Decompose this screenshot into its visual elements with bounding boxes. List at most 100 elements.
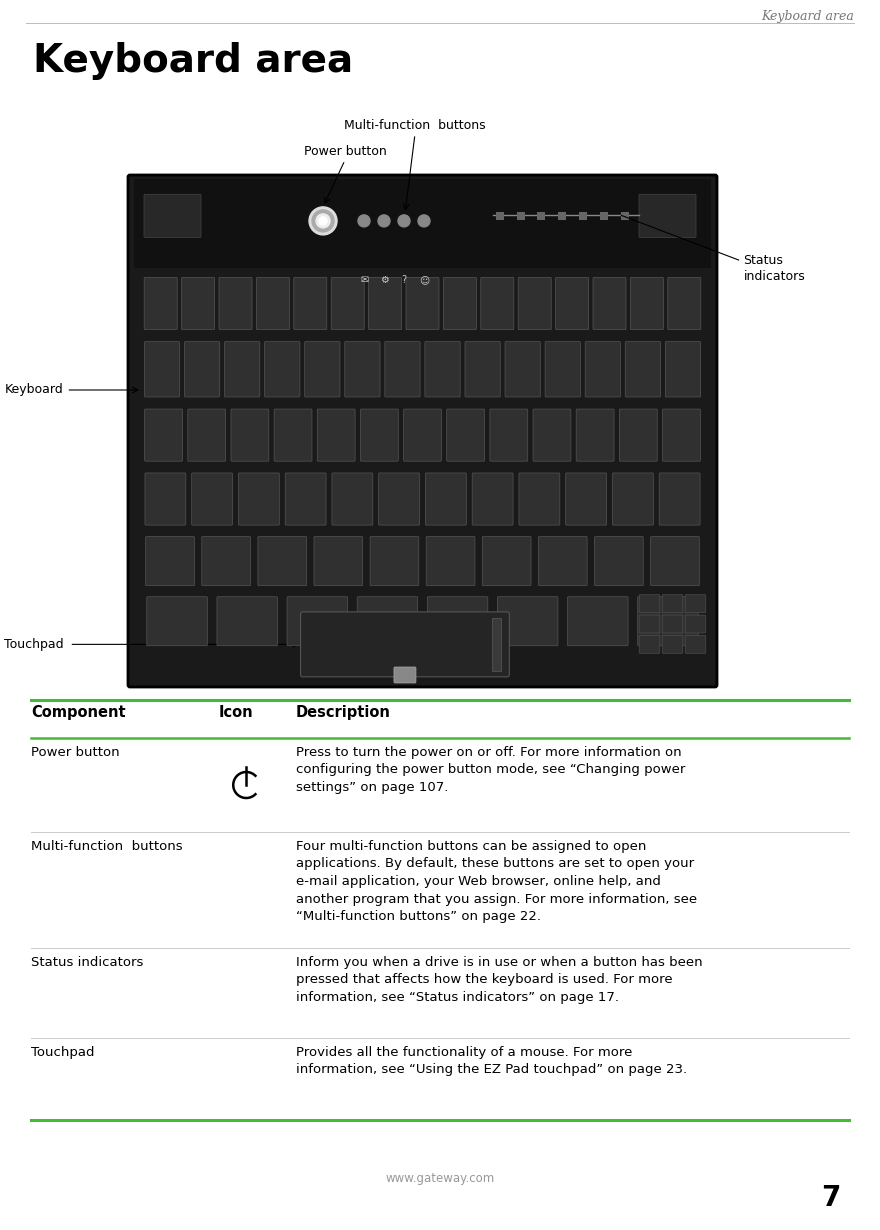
FancyBboxPatch shape [332, 474, 373, 525]
FancyBboxPatch shape [686, 595, 706, 613]
Text: Icon: Icon [218, 705, 253, 720]
FancyBboxPatch shape [686, 615, 706, 633]
FancyBboxPatch shape [630, 278, 664, 330]
FancyBboxPatch shape [217, 597, 277, 646]
Circle shape [316, 214, 330, 228]
FancyBboxPatch shape [192, 474, 232, 525]
Text: Keyboard area: Keyboard area [33, 42, 354, 80]
FancyBboxPatch shape [473, 474, 513, 525]
FancyBboxPatch shape [265, 342, 300, 397]
FancyBboxPatch shape [465, 342, 500, 397]
Bar [517, 213, 524, 220]
FancyBboxPatch shape [287, 597, 348, 646]
FancyBboxPatch shape [238, 474, 279, 525]
FancyBboxPatch shape [128, 175, 717, 688]
FancyBboxPatch shape [404, 410, 442, 461]
FancyBboxPatch shape [659, 474, 700, 525]
FancyBboxPatch shape [425, 342, 460, 397]
Circle shape [418, 215, 430, 226]
Text: ?: ? [401, 276, 407, 285]
Text: Power button: Power button [304, 145, 386, 157]
FancyBboxPatch shape [444, 278, 476, 330]
Text: Description: Description [296, 705, 391, 720]
FancyBboxPatch shape [219, 278, 252, 330]
Bar [495, 213, 503, 220]
Text: Inform you when a drive is in use or when a button has been
pressed that affects: Inform you when a drive is in use or whe… [296, 956, 702, 1004]
Text: ⚙: ⚙ [379, 276, 388, 285]
FancyBboxPatch shape [663, 615, 683, 633]
FancyBboxPatch shape [274, 410, 312, 461]
Bar [600, 213, 608, 220]
FancyBboxPatch shape [357, 597, 418, 646]
Text: Keyboard area: Keyboard area [760, 10, 854, 23]
FancyBboxPatch shape [231, 410, 268, 461]
Circle shape [312, 210, 334, 232]
Text: Touchpad: Touchpad [4, 638, 64, 651]
FancyBboxPatch shape [378, 474, 420, 525]
FancyBboxPatch shape [144, 410, 182, 461]
FancyBboxPatch shape [539, 536, 587, 585]
Text: Touchpad: Touchpad [31, 1046, 94, 1059]
FancyBboxPatch shape [595, 536, 643, 585]
FancyBboxPatch shape [639, 595, 660, 613]
FancyBboxPatch shape [518, 278, 551, 330]
FancyBboxPatch shape [394, 667, 416, 683]
FancyBboxPatch shape [385, 342, 420, 397]
FancyBboxPatch shape [639, 636, 660, 653]
FancyBboxPatch shape [497, 597, 558, 646]
FancyBboxPatch shape [447, 410, 485, 461]
FancyBboxPatch shape [639, 615, 660, 633]
FancyBboxPatch shape [361, 410, 399, 461]
Bar [621, 213, 629, 220]
FancyBboxPatch shape [533, 410, 571, 461]
FancyBboxPatch shape [650, 536, 700, 585]
FancyBboxPatch shape [555, 278, 589, 330]
FancyBboxPatch shape [505, 342, 540, 397]
FancyBboxPatch shape [428, 597, 488, 646]
Circle shape [378, 215, 390, 226]
FancyBboxPatch shape [585, 342, 620, 397]
FancyBboxPatch shape [370, 536, 419, 585]
FancyBboxPatch shape [224, 342, 260, 397]
Circle shape [358, 215, 370, 226]
FancyBboxPatch shape [519, 474, 560, 525]
Text: Keyboard: Keyboard [4, 384, 63, 396]
Text: Four multi-function buttons can be assigned to open
applications. By default, th: Four multi-function buttons can be assig… [296, 840, 697, 922]
Bar [492, 617, 502, 670]
FancyBboxPatch shape [345, 342, 380, 397]
FancyBboxPatch shape [545, 342, 581, 397]
FancyBboxPatch shape [665, 342, 700, 397]
FancyBboxPatch shape [638, 597, 698, 646]
FancyBboxPatch shape [369, 278, 401, 330]
FancyBboxPatch shape [202, 536, 251, 585]
FancyBboxPatch shape [663, 595, 683, 613]
Bar [559, 213, 567, 220]
FancyBboxPatch shape [490, 410, 528, 461]
FancyBboxPatch shape [187, 410, 225, 461]
Bar [538, 213, 546, 220]
Text: Multi-function  buttons: Multi-function buttons [31, 840, 182, 852]
FancyBboxPatch shape [146, 536, 194, 585]
FancyBboxPatch shape [144, 278, 177, 330]
FancyBboxPatch shape [147, 597, 208, 646]
FancyBboxPatch shape [318, 410, 356, 461]
FancyBboxPatch shape [256, 278, 290, 330]
Circle shape [398, 215, 410, 226]
FancyBboxPatch shape [576, 410, 614, 461]
FancyBboxPatch shape [626, 342, 661, 397]
Circle shape [319, 216, 327, 225]
FancyBboxPatch shape [285, 474, 326, 525]
FancyBboxPatch shape [620, 410, 657, 461]
FancyBboxPatch shape [426, 536, 475, 585]
Bar [134, 180, 711, 268]
FancyBboxPatch shape [185, 342, 220, 397]
Text: ✉: ✉ [360, 276, 368, 285]
FancyBboxPatch shape [686, 636, 706, 653]
Text: www.gateway.com: www.gateway.com [385, 1172, 495, 1184]
FancyBboxPatch shape [144, 194, 201, 237]
FancyBboxPatch shape [593, 278, 626, 330]
FancyBboxPatch shape [639, 194, 696, 237]
Text: Status indicators: Status indicators [31, 956, 143, 969]
Circle shape [309, 207, 337, 235]
FancyBboxPatch shape [425, 474, 466, 525]
